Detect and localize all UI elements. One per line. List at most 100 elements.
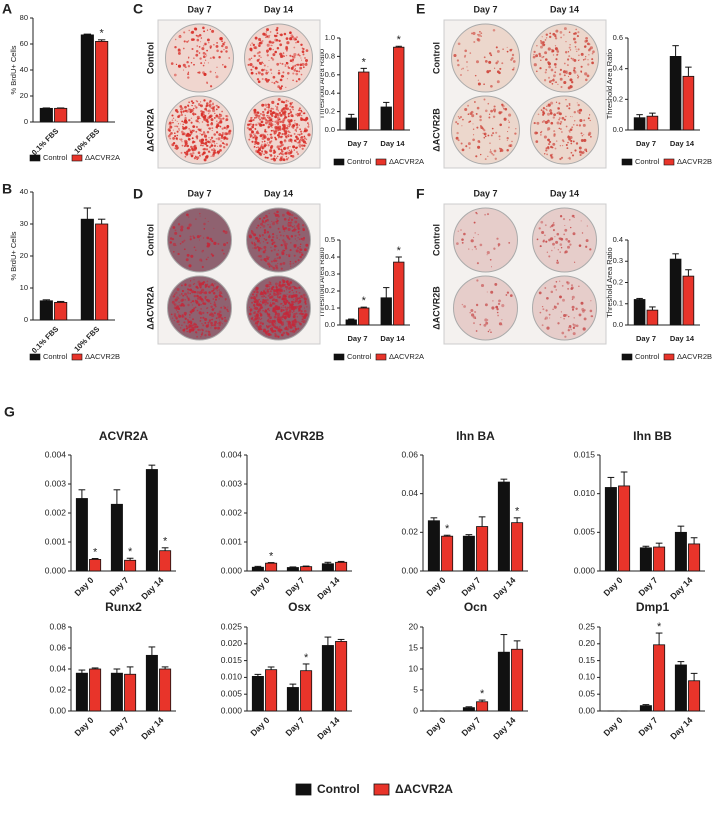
stain-spot <box>267 262 270 266</box>
stain-spot <box>508 242 511 244</box>
stain-spot <box>569 136 573 139</box>
stain-spot <box>213 116 216 119</box>
stain-spot <box>225 137 229 140</box>
stain-spot <box>267 105 271 108</box>
stain-spot <box>583 138 587 142</box>
stain-spot <box>582 123 586 127</box>
stain-spot <box>253 295 256 298</box>
stain-spot <box>488 52 492 55</box>
error-bar <box>78 669 86 674</box>
stain-spot <box>258 51 261 54</box>
stain-spot <box>174 125 176 127</box>
legend-swatch <box>29 353 41 361</box>
stain-spot <box>495 46 498 49</box>
stain-spot <box>253 110 257 114</box>
stain-spot <box>276 81 279 84</box>
stain-spot <box>453 53 457 58</box>
stain-spot <box>190 154 194 158</box>
stain-spot <box>580 52 584 56</box>
stain-spot <box>576 35 579 38</box>
stain-spot <box>215 108 218 111</box>
stain-spot <box>552 54 555 56</box>
stain-spot <box>192 125 196 129</box>
stain-spot <box>173 73 177 77</box>
stain-spot <box>203 222 206 226</box>
error-bar <box>348 113 355 119</box>
stain-spot <box>551 82 554 85</box>
stain-spot <box>282 118 286 122</box>
stain-spot <box>196 291 200 294</box>
stain-spot <box>591 58 594 61</box>
stain-spot <box>589 248 592 251</box>
stain-spot <box>256 303 259 306</box>
stain-spot <box>294 238 297 240</box>
stain-spot <box>284 139 286 141</box>
stain-spot <box>266 111 269 115</box>
stain-spot <box>545 69 548 71</box>
error-bar <box>620 471 628 486</box>
stain-spot <box>552 32 556 36</box>
error-bar <box>78 489 86 499</box>
error-bar <box>97 218 106 224</box>
x-tick-label: Day 7 <box>283 575 306 598</box>
stain-spot <box>569 78 573 82</box>
stain-spot <box>489 258 492 261</box>
legend-swatch <box>333 353 345 361</box>
stain-spot <box>273 130 275 133</box>
stain-spot <box>215 72 216 74</box>
stain-spot <box>490 266 493 268</box>
stain-spot <box>580 132 583 135</box>
stain-spot <box>461 238 464 241</box>
stain-spot <box>186 297 188 299</box>
stain-spot <box>305 116 309 120</box>
stain-spot <box>204 334 207 337</box>
stain-spot <box>497 314 499 317</box>
stain-spot <box>558 73 562 76</box>
stain-spot <box>284 104 288 108</box>
stain-spot <box>460 229 462 231</box>
stain-spot <box>256 226 258 229</box>
bar <box>633 299 646 326</box>
stain-spot <box>259 39 262 42</box>
stain-spot <box>293 301 296 304</box>
x-tick-label: Day 0 <box>601 575 624 598</box>
stain-spot <box>288 120 291 124</box>
stain-spot <box>300 253 304 256</box>
stain-spot <box>461 303 464 306</box>
stain-spot <box>491 306 495 310</box>
stain-spot <box>270 260 273 263</box>
stain-spot <box>260 116 263 119</box>
stain-spot <box>188 138 191 141</box>
stain-spot <box>202 64 205 67</box>
stain-spot <box>290 218 294 222</box>
culture-dish <box>244 23 313 93</box>
stain-spot <box>253 233 257 237</box>
stain-spot <box>264 238 268 242</box>
stain-spot <box>177 252 180 256</box>
error-bar <box>91 558 99 560</box>
stain-spot <box>493 105 496 108</box>
stain-spot <box>210 312 213 315</box>
x-tick-label: Day 7 <box>459 715 482 738</box>
stain-spot <box>457 116 460 118</box>
stain-spot <box>218 113 221 116</box>
stain-spot <box>577 103 580 107</box>
stain-spot <box>269 149 273 153</box>
culture-dish <box>165 23 234 93</box>
stain-spot <box>549 226 552 228</box>
bar <box>335 641 348 712</box>
stain-spot <box>286 281 288 283</box>
stain-spot <box>183 311 187 315</box>
stain-spot <box>274 138 278 141</box>
stain-spot <box>553 113 556 117</box>
stain-spot <box>457 42 461 46</box>
bar <box>251 675 264 712</box>
stain-spot <box>178 313 180 315</box>
stain-spot <box>485 321 489 325</box>
stain-spot <box>265 121 268 125</box>
stain-spot <box>186 327 188 330</box>
stain-spot <box>566 281 570 285</box>
stain-spot <box>256 316 259 319</box>
stain-spot <box>266 257 270 261</box>
stain-spot <box>180 107 184 110</box>
